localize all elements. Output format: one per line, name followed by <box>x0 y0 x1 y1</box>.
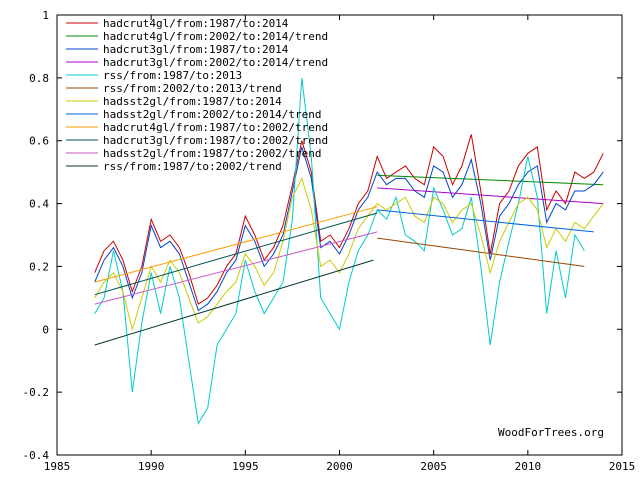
x-tick-label: 1995 <box>232 460 259 473</box>
series-line-6 <box>377 237 585 267</box>
y-tick-label: 1 <box>42 9 49 22</box>
legend-label: rss/from:1987/to:2013 <box>103 69 242 82</box>
series-line-7 <box>94 177 604 332</box>
legend-label: rss/from:1987/to:2002/trend <box>103 160 282 173</box>
legend-label: hadsst2gl/from:1987/to:2002/trend <box>103 147 322 160</box>
series-line-4 <box>377 187 604 205</box>
x-tick-label: 2005 <box>420 460 447 473</box>
plot-series <box>94 77 604 426</box>
x-tick-label: 2000 <box>326 460 353 473</box>
plot-frame <box>56 14 623 456</box>
legend-label: hadcrut4gl/from:2002/to:2014/trend <box>103 30 328 43</box>
y-tick-label: -0.4 <box>23 449 50 462</box>
y-tick-label: 0 <box>42 323 49 336</box>
watermark-label: WoodForTrees.org <box>498 426 604 439</box>
series-line-10 <box>94 212 378 296</box>
legend: hadcrut4gl/from:1987/to:2014hadcrut4gl/f… <box>66 17 328 173</box>
series-line-11 <box>94 231 378 305</box>
series-line-12 <box>94 259 374 346</box>
y-tick-label: 0.2 <box>29 260 49 273</box>
legend-label: hadsst2gl/from:1987/to:2014 <box>103 95 282 108</box>
x-tick-label: 2010 <box>515 460 542 473</box>
y-tick-label: -0.2 <box>23 386 50 399</box>
y-tick-label: 0.8 <box>29 72 49 85</box>
series-line-5 <box>94 77 585 426</box>
series-line-9 <box>94 206 378 283</box>
series-line-2 <box>377 174 604 186</box>
y-tick-label: 0.6 <box>29 135 49 148</box>
legend-label: hadsst2gl/from:2002/to:2014/trend <box>103 108 322 121</box>
legend-label: rss/from:2002/to:2013/trend <box>103 82 282 95</box>
x-tick-label: 1990 <box>138 460 165 473</box>
x-tick-label: 2015 <box>609 460 636 473</box>
y-tick-label: 0.4 <box>29 198 49 211</box>
axis-ticks: 1985 1990 1995 2000 2005 2010 2015 -0.4 -0.2 0 0.2… <box>23 9 636 473</box>
legend-label: hadcrut3gl/from:1987/to:2014 <box>103 43 289 56</box>
legend-label: hadcrut4gl/from:1987/to:2014 <box>103 17 289 30</box>
legend-label: hadcrut4gl/from:1987/to:2002/trend <box>103 121 328 134</box>
series-line-3 <box>94 146 604 312</box>
legend-label: hadcrut3gl/from:2002/to:2014/trend <box>103 56 328 69</box>
series-line-8 <box>377 209 594 233</box>
series-line-1 <box>94 134 604 305</box>
legend-label: hadcrut3gl/from:1987/to:2002/trend <box>103 134 328 147</box>
x-tick-label: 1985 <box>44 460 71 473</box>
